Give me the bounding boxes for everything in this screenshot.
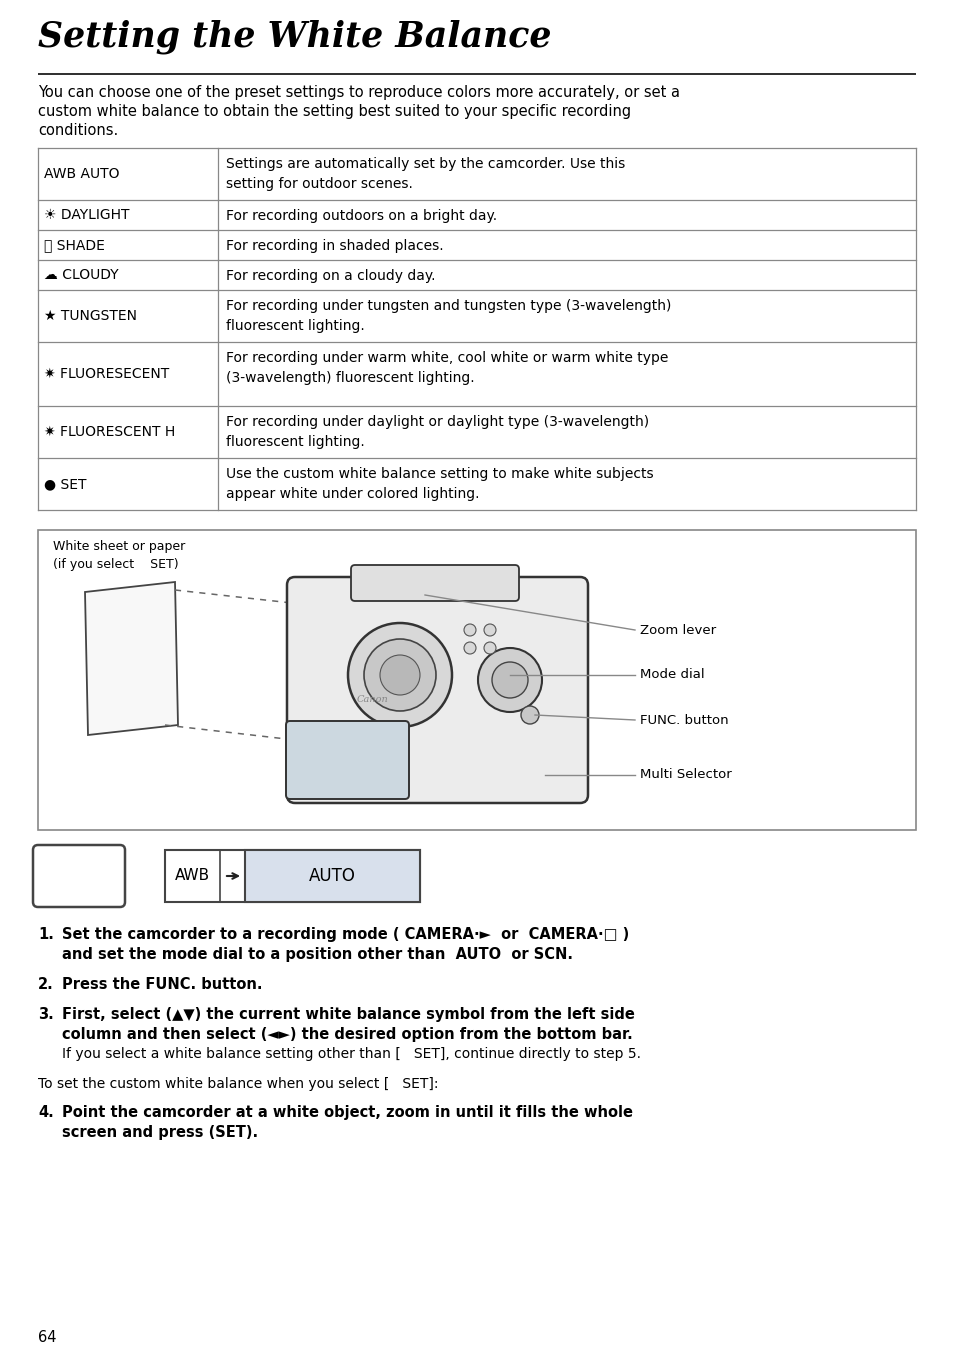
FancyBboxPatch shape bbox=[286, 721, 409, 799]
Text: Canon: Canon bbox=[356, 696, 389, 704]
Text: 3.: 3. bbox=[38, 1007, 53, 1022]
Text: column and then select (◄►) the desired option from the bottom bar.: column and then select (◄►) the desired … bbox=[62, 1027, 632, 1042]
Text: (3-wavelength) fluorescent lighting.: (3-wavelength) fluorescent lighting. bbox=[226, 370, 475, 385]
Text: You can choose one of the preset settings to reproduce colors more accurately, o: You can choose one of the preset setting… bbox=[38, 85, 679, 100]
Text: Multi Selector: Multi Selector bbox=[639, 768, 731, 782]
Circle shape bbox=[483, 642, 496, 654]
Text: For recording in shaded places.: For recording in shaded places. bbox=[226, 239, 443, 252]
Text: fluorescent lighting.: fluorescent lighting. bbox=[226, 319, 364, 332]
Text: Press the FUNC. button.: Press the FUNC. button. bbox=[62, 977, 262, 992]
Text: For recording under daylight or daylight type (3-wavelength): For recording under daylight or daylight… bbox=[226, 415, 648, 429]
Text: Use the custom white balance setting to make white subjects: Use the custom white balance setting to … bbox=[226, 467, 653, 480]
Text: ● SET: ● SET bbox=[44, 478, 87, 491]
Text: screen and press (SET).: screen and press (SET). bbox=[62, 1125, 258, 1140]
Text: To set the custom white balance when you select [   SET]:: To set the custom white balance when you… bbox=[38, 1077, 438, 1091]
Text: ☀ DAYLIGHT: ☀ DAYLIGHT bbox=[44, 208, 130, 223]
Text: conditions.: conditions. bbox=[38, 123, 118, 138]
Text: custom white balance to obtain the setting best suited to your specific recordin: custom white balance to obtain the setti… bbox=[38, 104, 631, 119]
Text: Zoom lever: Zoom lever bbox=[639, 623, 716, 636]
Text: AWB AUTO: AWB AUTO bbox=[44, 167, 119, 180]
Circle shape bbox=[463, 624, 476, 636]
Text: For recording outdoors on a bright day.: For recording outdoors on a bright day. bbox=[226, 209, 497, 223]
Text: ✷ FLUORESCENT H: ✷ FLUORESCENT H bbox=[44, 425, 175, 440]
Circle shape bbox=[520, 706, 538, 725]
Text: (□60): (□60) bbox=[60, 883, 97, 896]
Text: First, select (▲▼) the current white balance symbol from the left side: First, select (▲▼) the current white bal… bbox=[62, 1007, 634, 1022]
Circle shape bbox=[463, 642, 476, 654]
Text: AWB: AWB bbox=[174, 868, 210, 883]
Circle shape bbox=[492, 662, 527, 697]
Text: and set the mode dial to a position other than  AUTO  or SCN.: and set the mode dial to a position othe… bbox=[62, 947, 573, 962]
Text: setting for outdoor scenes.: setting for outdoor scenes. bbox=[226, 176, 413, 191]
Text: Set the camcorder to a recording mode ( CAMERA·►  or  CAMERA·□ ): Set the camcorder to a recording mode ( … bbox=[62, 927, 629, 942]
Text: 4.: 4. bbox=[38, 1105, 53, 1120]
FancyBboxPatch shape bbox=[33, 845, 125, 906]
Bar bbox=[38, 531, 915, 830]
Text: Point the camcorder at a white object, zoom in until it fills the whole: Point the camcorder at a white object, z… bbox=[62, 1105, 633, 1120]
Polygon shape bbox=[85, 582, 178, 735]
Text: For recording under tungsten and tungsten type (3-wavelength): For recording under tungsten and tungste… bbox=[226, 299, 671, 313]
Circle shape bbox=[348, 623, 452, 727]
Text: For recording on a cloudy day.: For recording on a cloudy day. bbox=[226, 269, 435, 284]
Text: appear white under colored lighting.: appear white under colored lighting. bbox=[226, 487, 479, 501]
Circle shape bbox=[477, 649, 541, 712]
Bar bbox=[38, 72, 915, 75]
Bar bbox=[165, 849, 419, 902]
Text: White sheet or paper
(if you select    SET): White sheet or paper (if you select SET) bbox=[53, 540, 185, 571]
FancyBboxPatch shape bbox=[287, 577, 587, 803]
Bar bbox=[245, 849, 419, 902]
Text: 1.: 1. bbox=[38, 927, 53, 942]
Circle shape bbox=[379, 655, 419, 695]
Circle shape bbox=[483, 624, 496, 636]
FancyBboxPatch shape bbox=[351, 565, 518, 601]
Text: fluorescent lighting.: fluorescent lighting. bbox=[226, 436, 364, 449]
Text: If you select a white balance setting other than [   SET], continue directly to : If you select a white balance setting ot… bbox=[62, 1048, 640, 1061]
Text: ✷ FLUORESECENT: ✷ FLUORESECENT bbox=[44, 366, 169, 381]
Text: ☁ CLOUDY: ☁ CLOUDY bbox=[44, 267, 118, 282]
Circle shape bbox=[364, 639, 436, 711]
Text: ★ TUNGSTEN: ★ TUNGSTEN bbox=[44, 309, 137, 323]
Text: FUNC. button: FUNC. button bbox=[639, 714, 728, 726]
Text: 2.: 2. bbox=[38, 977, 53, 992]
Text: AUTO: AUTO bbox=[309, 867, 355, 885]
Text: Mode dial: Mode dial bbox=[639, 669, 704, 681]
Text: ⛅ SHADE: ⛅ SHADE bbox=[44, 237, 105, 252]
Text: FUNC.: FUNC. bbox=[56, 864, 102, 878]
Text: 64: 64 bbox=[38, 1330, 56, 1345]
Text: Settings are automatically set by the camcorder. Use this: Settings are automatically set by the ca… bbox=[226, 157, 624, 171]
Text: For recording under warm white, cool white or warm white type: For recording under warm white, cool whi… bbox=[226, 351, 668, 365]
Text: COPY: COPY bbox=[244, 605, 709, 754]
Text: Setting the White Balance: Setting the White Balance bbox=[38, 20, 551, 54]
